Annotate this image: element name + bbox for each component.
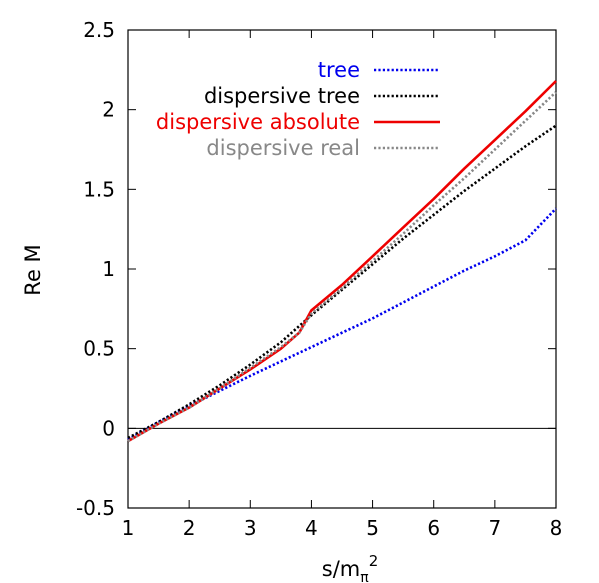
x-axis-label: s/mπ2 bbox=[322, 552, 378, 583]
y-tick-label: 2 bbox=[102, 98, 115, 122]
x-tick-label: 2 bbox=[183, 516, 196, 540]
y-tick-label: 0 bbox=[102, 416, 115, 440]
x-axis-label-main: s/m bbox=[322, 557, 360, 581]
series-line-dispersive-absolute bbox=[127, 80, 557, 443]
y-tick-label: 1 bbox=[102, 257, 115, 281]
x-tick-label: 8 bbox=[550, 516, 563, 540]
x-tick-label: 5 bbox=[366, 516, 379, 540]
x-tick-label: 6 bbox=[427, 516, 440, 540]
x-axis-label-superscript: 2 bbox=[369, 552, 379, 570]
y-axis-label: Re M bbox=[21, 244, 45, 295]
legend-label-tree: tree bbox=[318, 58, 360, 82]
x-tick-label: 4 bbox=[305, 516, 318, 540]
series-line-dispersive-tree bbox=[127, 124, 557, 440]
x-tick-label: 3 bbox=[244, 516, 257, 540]
y-tick-label: 2.5 bbox=[83, 18, 115, 42]
legend-label-dispersive-tree: dispersive tree bbox=[204, 84, 360, 108]
y-tick-label: -0.5 bbox=[76, 496, 115, 520]
x-tick-label: 7 bbox=[488, 516, 501, 540]
legend-label-dispersive-absolute: dispersive absolute bbox=[156, 110, 360, 134]
y-tick-label: 0.5 bbox=[83, 337, 115, 361]
legend-label-dispersive-real: dispersive real bbox=[206, 136, 360, 160]
y-tick-label: 1.5 bbox=[83, 177, 115, 201]
x-axis-label-subscript: π bbox=[360, 570, 369, 583]
series-line-dispersive-real bbox=[127, 91, 557, 443]
x-tick-label: 1 bbox=[122, 516, 135, 540]
